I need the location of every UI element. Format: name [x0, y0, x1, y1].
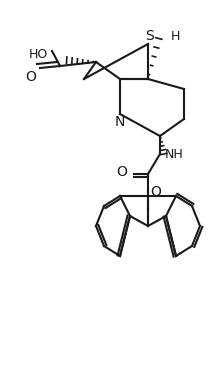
Text: H: H	[170, 30, 180, 43]
Text: N: N	[115, 115, 125, 129]
Text: HO: HO	[28, 48, 48, 61]
Text: S: S	[146, 29, 154, 43]
Text: NH: NH	[165, 147, 183, 161]
Text: O: O	[117, 165, 127, 179]
Text: O: O	[26, 70, 36, 84]
Text: O: O	[151, 185, 161, 199]
